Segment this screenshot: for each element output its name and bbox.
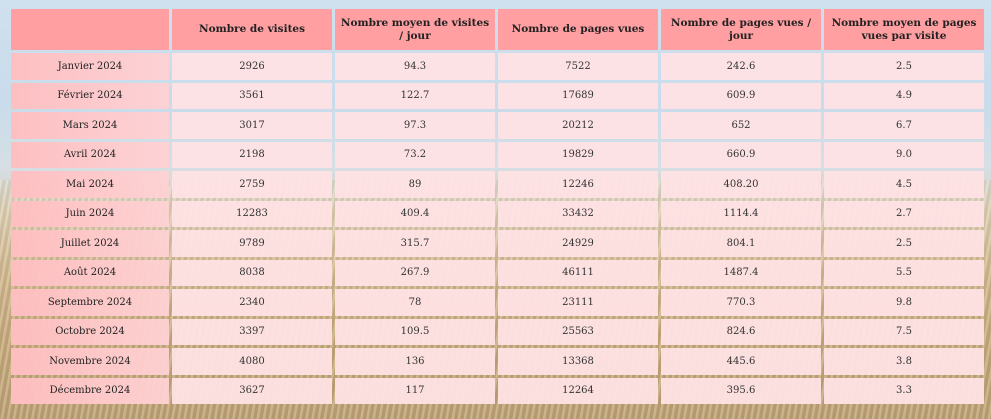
page-views-per-day-cell: 770.3: [661, 289, 821, 316]
page-views-per-day-cell: 408.20: [661, 171, 821, 198]
table-row: Mars 2024 3017 97.3 20212 652 6.7: [11, 112, 984, 139]
avg-pages-per-visit-cell: 4.5: [824, 171, 984, 198]
table-row: Août 2024 8038 267.9 46111 1487.4 5.5: [11, 259, 984, 286]
page-views-per-day-cell: 660.9: [661, 141, 821, 168]
page-views-per-day-cell: 1487.4: [661, 259, 821, 286]
page-views-per-day-cell: 652: [661, 112, 821, 139]
page-views-cell: 23111: [498, 289, 658, 316]
month-cell: Février 2024: [11, 82, 169, 109]
monthly-stats-table: Nombre de visites Nombre moyen de visites…: [8, 6, 987, 407]
avg-visits-per-day-cell: 89: [335, 171, 495, 198]
header-visits: Nombre de visites: [172, 9, 332, 50]
table-row: Décembre 2024 3627 117 12264 395.6 3.3: [11, 377, 984, 404]
month-cell: Octobre 2024: [11, 318, 169, 345]
table-header-row: Nombre de visites Nombre moyen de visites…: [11, 9, 984, 50]
avg-visits-per-day-cell: 315.7: [335, 230, 495, 257]
visits-cell: 8038: [172, 259, 332, 286]
avg-visits-per-day-cell: 97.3: [335, 112, 495, 139]
page-views-cell: 19829: [498, 141, 658, 168]
page-views-cell: 20212: [498, 112, 658, 139]
header-page-views-per-day: Nombre de pages vues / jour: [661, 9, 821, 50]
avg-visits-per-day-cell: 267.9: [335, 259, 495, 286]
month-cell: Avril 2024: [11, 141, 169, 168]
page-views-cell: 46111: [498, 259, 658, 286]
page-views-per-day-cell: 824.6: [661, 318, 821, 345]
page-views-per-day-cell: 445.6: [661, 348, 821, 375]
avg-pages-per-visit-cell: 3.3: [824, 377, 984, 404]
avg-visits-per-day-cell: 94.3: [335, 53, 495, 80]
table-row: Mai 2024 2759 89 12246 408.20 4.5: [11, 171, 984, 198]
visits-cell: 12283: [172, 200, 332, 227]
visits-cell: 9789: [172, 230, 332, 257]
page-views-per-day-cell: 242.6: [661, 53, 821, 80]
visits-cell: 2759: [172, 171, 332, 198]
avg-pages-per-visit-cell: 9.8: [824, 289, 984, 316]
avg-visits-per-day-cell: 117: [335, 377, 495, 404]
avg-pages-per-visit-cell: 9.0: [824, 141, 984, 168]
avg-visits-per-day-cell: 122.7: [335, 82, 495, 109]
month-cell: Novembre 2024: [11, 348, 169, 375]
month-cell: Août 2024: [11, 259, 169, 286]
month-cell: Décembre 2024: [11, 377, 169, 404]
page-views-per-day-cell: 1114.4: [661, 200, 821, 227]
visits-cell: 2198: [172, 141, 332, 168]
table-row: Juillet 2024 9789 315.7 24929 804.1 2.5: [11, 230, 984, 257]
header-avg-visits-per-day: Nombre moyen de visites / jour: [335, 9, 495, 50]
table-row: Juin 2024 12283 409.4 33432 1114.4 2.7: [11, 200, 984, 227]
table-row: Novembre 2024 4080 136 13368 445.6 3.8: [11, 348, 984, 375]
stats-table-container: Nombre de visites Nombre moyen de visites…: [8, 6, 984, 407]
page-views-cell: 24929: [498, 230, 658, 257]
avg-pages-per-visit-cell: 7.5: [824, 318, 984, 345]
header-page-views: Nombre de pages vues: [498, 9, 658, 50]
month-cell: Juin 2024: [11, 200, 169, 227]
table-row: Avril 2024 2198 73.2 19829 660.9 9.0: [11, 141, 984, 168]
table-body: Janvier 2024 2926 94.3 7522 242.6 2.5 Février …: [11, 53, 984, 404]
month-cell: Septembre 2024: [11, 289, 169, 316]
avg-pages-per-visit-cell: 2.7: [824, 200, 984, 227]
visits-cell: 3627: [172, 377, 332, 404]
visits-cell: 4080: [172, 348, 332, 375]
page-views-cell: 12246: [498, 171, 658, 198]
table-row: Octobre 2024 3397 109.5 25563 824.6 7.5: [11, 318, 984, 345]
visits-cell: 3017: [172, 112, 332, 139]
table-row: Janvier 2024 2926 94.3 7522 242.6 2.5: [11, 53, 984, 80]
page-views-per-day-cell: 609.9: [661, 82, 821, 109]
month-cell: Janvier 2024: [11, 53, 169, 80]
avg-visits-per-day-cell: 73.2: [335, 141, 495, 168]
avg-visits-per-day-cell: 136: [335, 348, 495, 375]
header-month: [11, 9, 169, 50]
visits-cell: 3397: [172, 318, 332, 345]
page-views-per-day-cell: 395.6: [661, 377, 821, 404]
avg-pages-per-visit-cell: 4.9: [824, 82, 984, 109]
avg-visits-per-day-cell: 409.4: [335, 200, 495, 227]
table-row: Septembre 2024 2340 78 23111 770.3 9.8: [11, 289, 984, 316]
page-views-cell: 25563: [498, 318, 658, 345]
avg-pages-per-visit-cell: 5.5: [824, 259, 984, 286]
visits-cell: 2340: [172, 289, 332, 316]
avg-pages-per-visit-cell: 2.5: [824, 53, 984, 80]
avg-pages-per-visit-cell: 3.8: [824, 348, 984, 375]
month-cell: Mars 2024: [11, 112, 169, 139]
month-cell: Mai 2024: [11, 171, 169, 198]
page-views-cell: 13368: [498, 348, 658, 375]
page-views-cell: 12264: [498, 377, 658, 404]
avg-visits-per-day-cell: 78: [335, 289, 495, 316]
visits-cell: 2926: [172, 53, 332, 80]
header-avg-pages-per-visit: Nombre moyen de pages vues par visite: [824, 9, 984, 50]
avg-pages-per-visit-cell: 6.7: [824, 112, 984, 139]
page-views-per-day-cell: 804.1: [661, 230, 821, 257]
avg-pages-per-visit-cell: 2.5: [824, 230, 984, 257]
page-views-cell: 33432: [498, 200, 658, 227]
month-cell: Juillet 2024: [11, 230, 169, 257]
visits-cell: 3561: [172, 82, 332, 109]
page-views-cell: 17689: [498, 82, 658, 109]
avg-visits-per-day-cell: 109.5: [335, 318, 495, 345]
table-row: Février 2024 3561 122.7 17689 609.9 4.9: [11, 82, 984, 109]
page-views-cell: 7522: [498, 53, 658, 80]
